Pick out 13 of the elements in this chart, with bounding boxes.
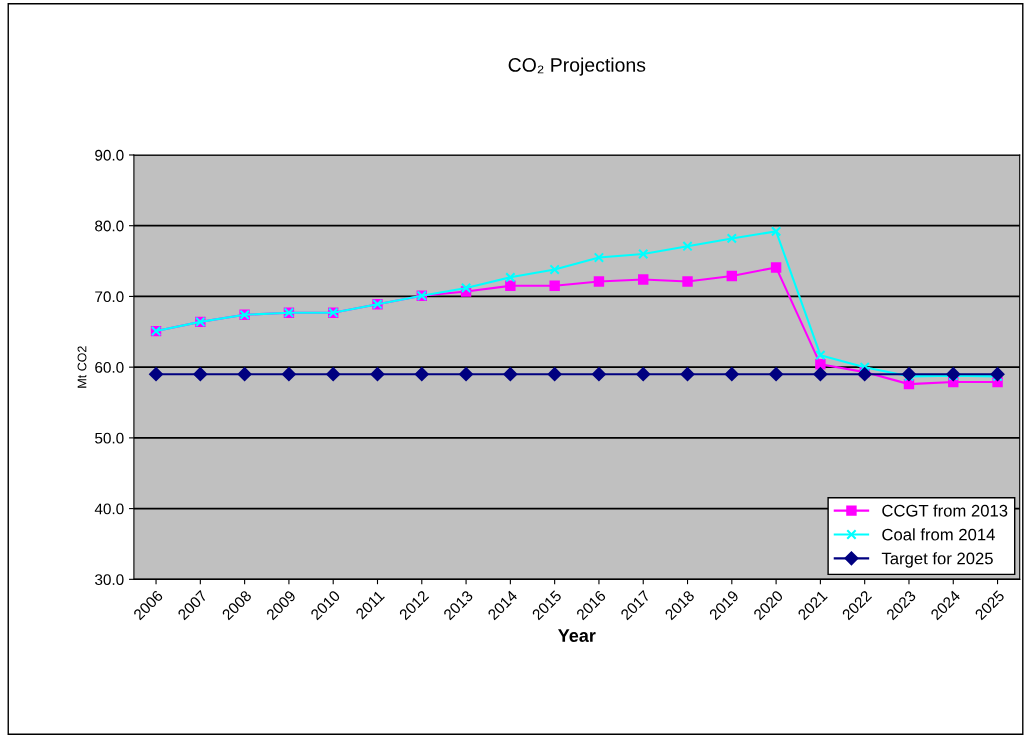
legend-label: Target for 2025 bbox=[881, 552, 993, 568]
y-axis-title: Mt CO2 bbox=[77, 346, 87, 388]
y-tick-label: 50.0 bbox=[95, 432, 124, 444]
y-tick-label: 60.0 bbox=[95, 362, 124, 373]
y-tick-label: 30.0 bbox=[95, 574, 124, 586]
chart-title: CO₂ Projections bbox=[508, 57, 646, 76]
y-tick-label: 90.0 bbox=[95, 149, 124, 161]
y-tick-label: 40.0 bbox=[94, 503, 124, 515]
legend-label: Coal from 2014 bbox=[882, 528, 995, 541]
y-tick-label: 80.0 bbox=[95, 220, 124, 232]
y-tick-label: 70.0 bbox=[95, 291, 124, 303]
legend-label: CCGT from 2013 bbox=[882, 504, 1008, 517]
x-axis-title: Year bbox=[558, 629, 596, 642]
